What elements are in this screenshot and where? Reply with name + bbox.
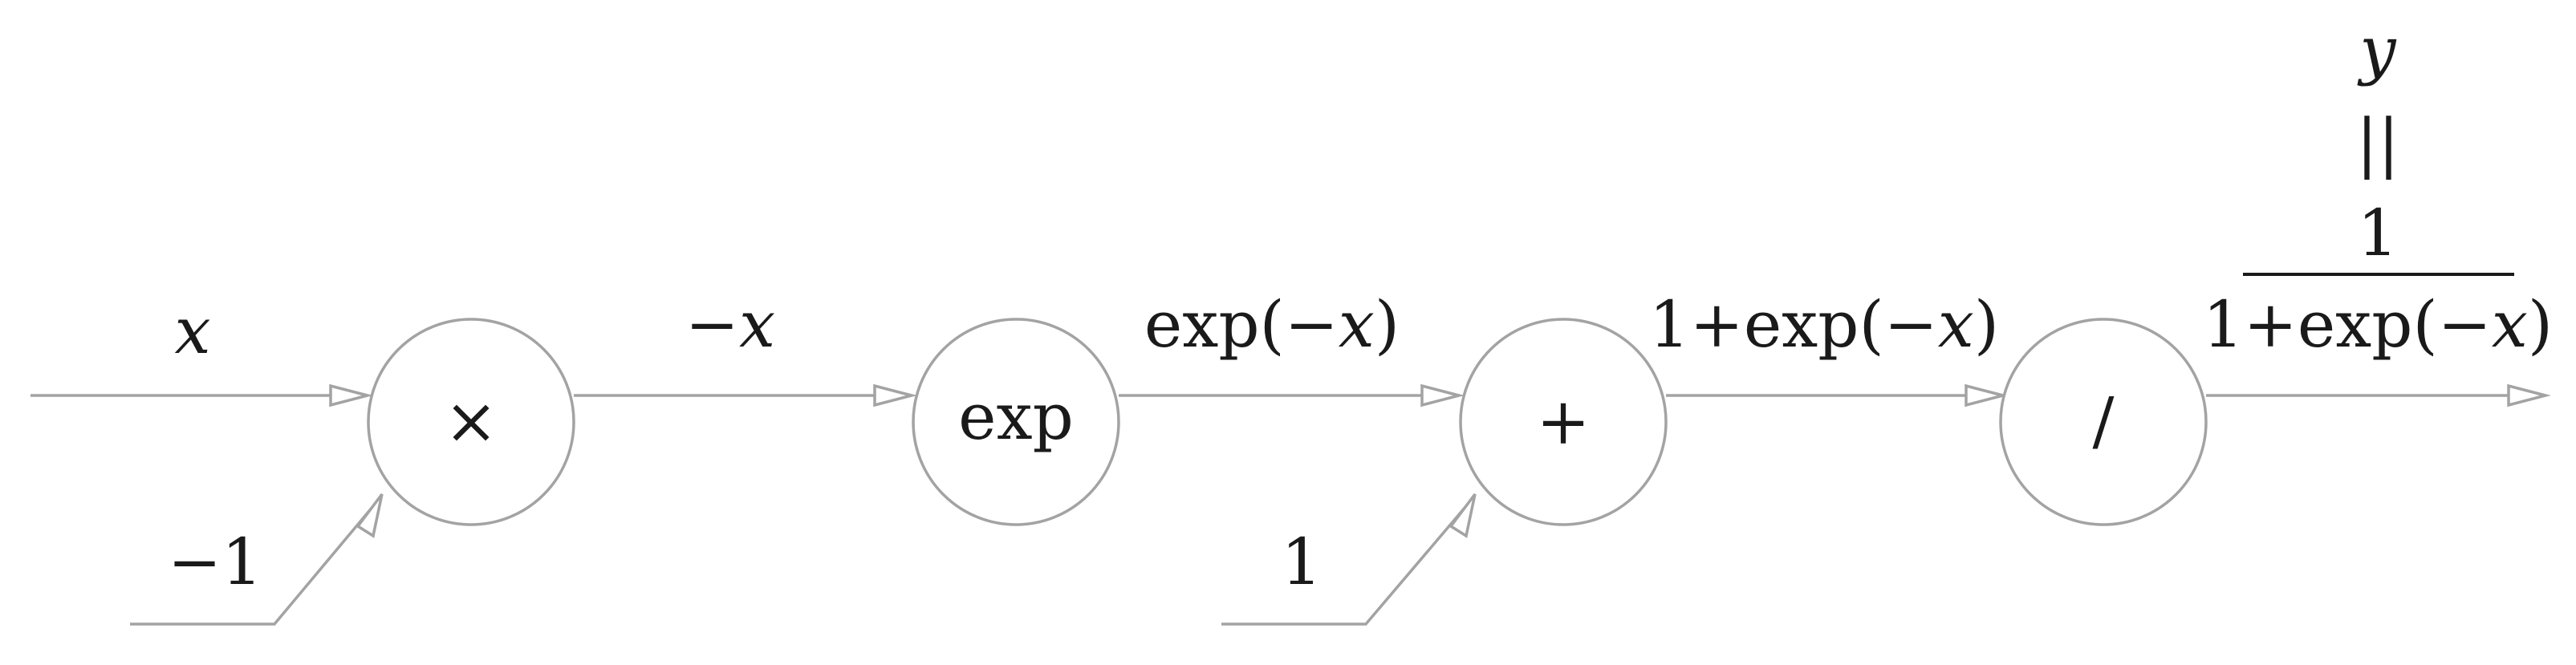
node-add: + <box>1459 318 1668 526</box>
output-numerator: 1 <box>2358 196 2399 270</box>
edge-output <box>2206 383 2551 408</box>
edge-one-plus-exp <box>1666 383 2009 408</box>
edge-input-minus-one <box>130 493 384 626</box>
node-divide: / <box>1999 318 2208 526</box>
label-exp-neg-x: exp(−x) <box>1144 287 1400 362</box>
node-multiply-label: × <box>444 383 498 458</box>
edge-neg-x <box>574 383 917 408</box>
node-exp-label: exp <box>958 379 1074 454</box>
edge-input-one <box>1221 493 1477 626</box>
output-y: y <box>2357 13 2397 87</box>
label-input-x: x <box>174 294 210 368</box>
node-divide-label: / <box>2093 383 2115 458</box>
label-one-plus-exp: 1+exp(−x) <box>1649 287 1999 362</box>
output-equals: || <box>2356 105 2399 180</box>
edge-input-x <box>30 383 373 408</box>
edge-exp-neg-x <box>1119 383 1465 408</box>
label-neg-x: −x <box>685 287 775 362</box>
node-multiply: × <box>367 318 575 526</box>
output-denominator: 1+exp(−x) <box>2203 287 2553 362</box>
label-input-one: 1 <box>1282 525 1323 599</box>
node-add-label: + <box>1536 384 1590 459</box>
node-exp: exp <box>912 318 1120 526</box>
output-expression: y || 1 1+exp(−x) <box>2203 13 2553 362</box>
label-input-minus-one: −1 <box>168 525 262 599</box>
